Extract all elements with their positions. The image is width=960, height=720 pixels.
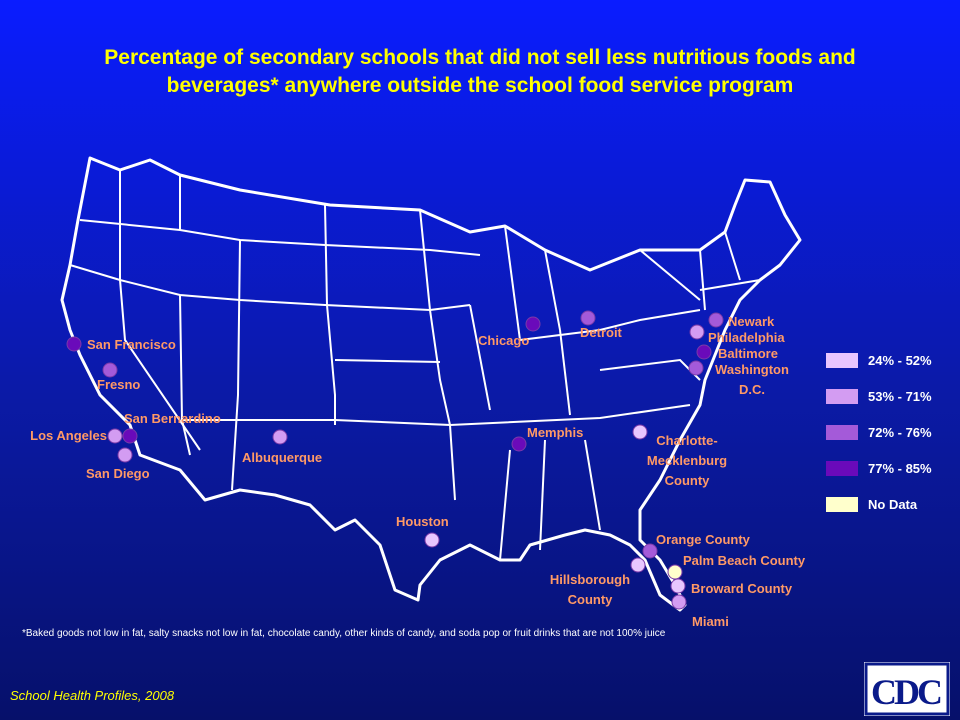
- marker-broward-county: [670, 578, 686, 594]
- legend-label-72-76: 72% - 76%: [868, 425, 932, 440]
- marker-san-diego: [117, 447, 133, 463]
- label-palm-beach-county: Palm Beach County: [683, 553, 806, 568]
- legend-label-no-data: No Data: [868, 497, 918, 512]
- marker-charlotte-mecklenburg-county: [632, 424, 648, 440]
- state-borders: [69, 170, 761, 561]
- label-san-diego: San Diego: [86, 466, 150, 481]
- marker-orange-county: [642, 543, 658, 559]
- label-los-angeles: Los Angeles: [30, 428, 107, 443]
- marker-houston: [424, 532, 440, 548]
- label-chicago: Chicago: [478, 333, 529, 348]
- legend-label-77-85: 77% - 85%: [868, 461, 932, 476]
- marker-baltimore: [696, 344, 712, 360]
- marker-washington-d-c: [688, 360, 704, 376]
- city-markers: [66, 310, 724, 610]
- label-albuquerque: Albuquerque: [242, 450, 322, 465]
- legend-label-24-52: 24% - 52%: [868, 353, 932, 368]
- page-title: Percentage of secondary schools that did…: [30, 44, 930, 100]
- legend-item-72-76: 72% - 76%: [826, 424, 960, 442]
- marker-albuquerque: [272, 429, 288, 445]
- marker-philadelphia: [689, 324, 705, 340]
- title-line-2: beverages* anywhere outside the school f…: [166, 74, 794, 97]
- label-houston: Houston: [396, 514, 449, 529]
- marker-newark: [708, 312, 724, 328]
- title-line-1: Percentage of secondary schools that did…: [104, 46, 856, 69]
- label-orange-county: Orange County: [656, 532, 751, 547]
- label-san-francisco: San Francisco: [87, 337, 176, 352]
- label-broward-county: Broward County: [691, 581, 793, 596]
- label-miami: Miami: [692, 614, 729, 629]
- label-charlotte-mecklenburg-county: County: [665, 473, 711, 488]
- label-memphis: Memphis: [527, 425, 583, 440]
- cdc-logo: CDC: [864, 662, 950, 716]
- legend-swatch-no-data: [826, 497, 858, 512]
- city-labels: San Francisco Fresno Los Angeles San Bernar…: [30, 314, 806, 629]
- marker-memphis: [511, 436, 527, 452]
- marker-detroit: [580, 310, 596, 326]
- label-philadelphia: Philadelphia: [708, 330, 785, 345]
- legend-swatch-77-85: [826, 461, 858, 476]
- legend-item-24-52: 24% - 52%: [826, 352, 960, 370]
- legend-swatch-72-76: [826, 425, 858, 440]
- marker-fresno: [102, 362, 118, 378]
- marker-miami: [671, 594, 687, 610]
- label-washington-d-c: D.C.: [739, 382, 765, 397]
- label-charlotte-mecklenburg-county: Mecklenburg: [647, 453, 727, 468]
- footnote: *Baked goods not low in fat, salty snack…: [22, 628, 666, 639]
- label-baltimore: Baltimore: [718, 346, 778, 361]
- label-newark: Newark: [728, 314, 775, 329]
- label-detroit: Detroit: [580, 325, 623, 340]
- label-san-bernardino: San Bernardino: [124, 411, 221, 426]
- cdc-logo-text: CDC: [871, 672, 943, 712]
- label-charlotte-mecklenburg-county: Charlotte-: [656, 433, 717, 448]
- marker-san-francisco: [66, 336, 82, 352]
- legend-swatch-24-52: [826, 353, 858, 368]
- label-hillsborough-county: Hillsborough: [550, 572, 630, 587]
- marker-san-bernardino: [122, 428, 138, 444]
- label-washington-d-c: Washington: [715, 362, 789, 377]
- marker-palm-beach-county: [667, 564, 683, 580]
- source-credit: School Health Profiles, 2008: [10, 688, 175, 703]
- legend-label-53-71: 53% - 71%: [868, 389, 932, 404]
- legend-item-77-85: 77% - 85%: [826, 460, 960, 478]
- marker-hillsborough-county: [630, 557, 646, 573]
- legend-swatch-53-71: [826, 389, 858, 404]
- legend-item-53-71: 53% - 71%: [826, 388, 960, 406]
- marker-los-angeles: [107, 428, 123, 444]
- label-hillsborough-county: County: [568, 592, 614, 607]
- label-fresno: Fresno: [97, 377, 140, 392]
- legend-item-no-data: No Data: [826, 496, 960, 514]
- marker-chicago: [525, 316, 541, 332]
